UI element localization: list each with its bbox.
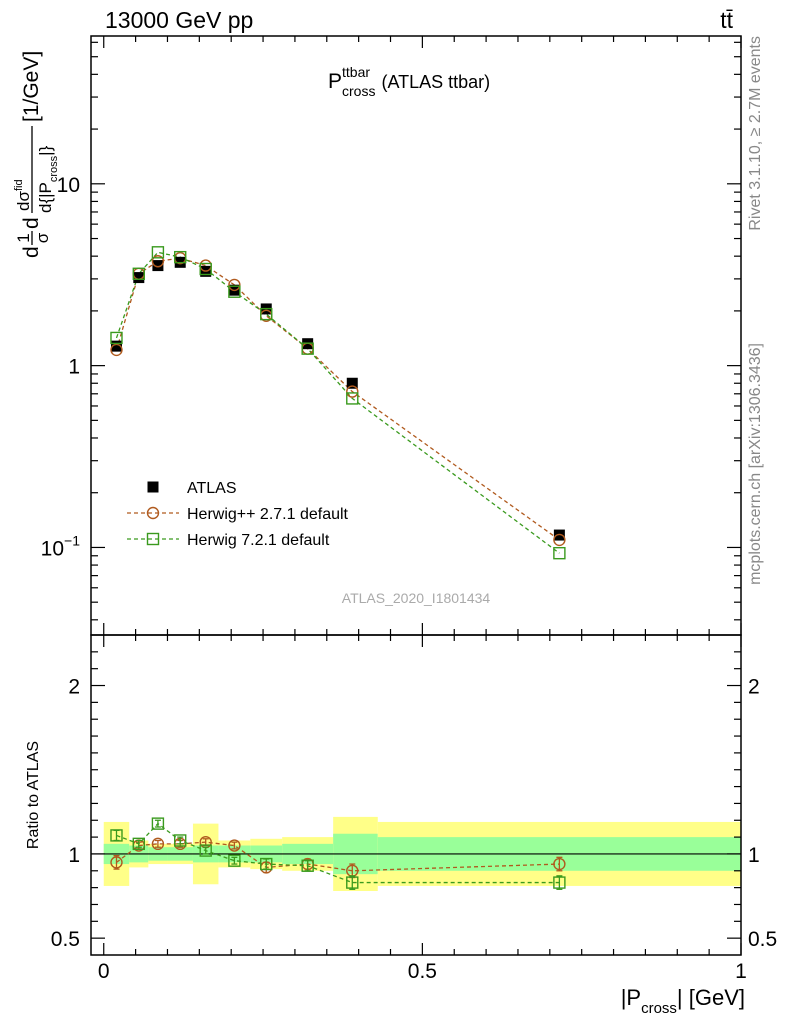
ylabel-frac2-den-sub: cross	[48, 155, 60, 182]
ratio-point-s1-5	[228, 854, 241, 867]
legend: ATLAS Herwig++ 2.7.1 default Herwig 7.2.1 …	[127, 480, 349, 549]
legend-marker-0	[147, 481, 159, 493]
point-s0-8	[346, 377, 358, 389]
point-s0-0	[110, 340, 122, 352]
point-s2-9	[553, 546, 566, 560]
ratio-point-s1-8	[346, 876, 359, 889]
y-tick-label-top-1: 1	[68, 356, 80, 379]
point-s0-1	[133, 272, 145, 284]
ylabel-prefix: d	[20, 246, 43, 258]
ratio-y-label: Ratio to ATLAS	[25, 741, 42, 849]
ratio-point-s1-9	[553, 876, 566, 889]
ratio-point-s1-0	[110, 829, 123, 842]
ratio-point-s1-4	[199, 844, 212, 857]
rivet-label: Rivet 3.1.10, ≥ 2.7M events	[747, 36, 764, 231]
main-title: Pttbar cross (ATLAS ttbar)	[328, 64, 490, 99]
ylabel-frac2-num-main: dσ	[14, 191, 33, 211]
legend-marker-1	[146, 506, 160, 520]
point-s1-5	[228, 278, 241, 292]
xlabel-sub: cross	[641, 1000, 677, 1017]
ratio-y-tick-label-left-2: 2	[68, 676, 80, 699]
title-suffix: (ATLAS ttbar)	[381, 72, 490, 92]
y-tick-label-top-2: 10	[57, 174, 80, 197]
ratio-point-s0-0	[110, 856, 123, 869]
ratio-point-s0-8	[346, 864, 359, 877]
tick-base: 10	[41, 537, 64, 560]
series-line-1	[115, 257, 560, 541]
title-sub: cross	[342, 83, 375, 99]
point-s1-2	[151, 255, 165, 268]
point-s2-8	[346, 392, 359, 405]
ratio-panel-series	[110, 817, 566, 890]
point-s0-2	[152, 260, 164, 272]
x-tick-label-1: 0.5	[408, 960, 437, 983]
ratio-line-0	[116, 841, 560, 872]
title-sup: ttbar	[342, 64, 370, 80]
xlabel-main: |P	[621, 985, 641, 1010]
point-s2-5	[228, 285, 241, 298]
ylabel-frac2-num-sup: fid	[13, 179, 25, 191]
mcplots-label: mcplots.cern.ch [arXiv:1306.3436]	[747, 343, 764, 585]
x-tick-label-0: 0	[98, 960, 110, 983]
legend-label-0: ATLAS	[187, 480, 237, 497]
tick-exp: −1	[64, 532, 80, 548]
point-s1-0	[110, 343, 123, 357]
ylabel-frac1-den: σ	[33, 232, 52, 243]
ratio-y-tick-label-right-0: 0.5	[748, 928, 777, 951]
ylabel-frac2-num: dσfid	[13, 179, 33, 211]
legend-label-1: Herwig++ 2.7.1 default	[187, 506, 349, 523]
ylabel-frac2-den-end: |}	[36, 145, 55, 155]
ratio-point-s1-3	[174, 834, 187, 847]
ylabel-unit: [1/GeV]	[20, 51, 43, 122]
ratio-point-s0-5	[228, 839, 241, 852]
ratio-point-s0-2	[151, 837, 165, 851]
ratio-line-1	[116, 822, 560, 884]
ratio-point-s1-7	[301, 859, 314, 872]
legend-marker-2	[146, 532, 160, 546]
point-s2-1	[132, 267, 145, 280]
ratio-y-tick-label-right-1: 1	[748, 844, 760, 867]
ylabel-frac2-den-main: d{|P	[36, 182, 55, 213]
point-s1-9	[553, 533, 566, 547]
y-tick-label-top-0: 10−1	[41, 532, 81, 560]
ylabel-frac2-den: d{|Pcross|}	[36, 145, 60, 213]
ratio-y-tick-label-right-2: 2	[748, 676, 760, 699]
point-s2-0	[110, 331, 123, 345]
header-left: 13000 GeV pp	[105, 7, 253, 33]
ratio-y-tick-label-left-0: 0.5	[51, 928, 80, 951]
point-s2-3	[174, 250, 187, 264]
x-tick-label-2: 1	[735, 960, 747, 983]
ratio-point-s1-1	[132, 837, 145, 851]
header-right: tt̄	[720, 7, 733, 33]
ratio-panel-axes: 0.5 0.51 12 20 0.5 1	[51, 634, 777, 983]
point-s2-6	[260, 307, 273, 321]
xlabel-end: | [GeV]	[677, 985, 745, 1010]
y-axis-label-top: d 1 σ d dσfid d{|Pcross|} [1/GeV]	[13, 51, 60, 258]
ylabel-mid: d	[20, 217, 43, 229]
ratio-frame	[90, 634, 742, 956]
ratio-point-s0-9	[553, 857, 566, 871]
ratio-y-tick-label-left-1: 1	[68, 844, 80, 867]
title-main: P	[328, 70, 342, 93]
point-s2-2	[151, 246, 165, 259]
series-line-2	[115, 251, 560, 554]
point-s2-4	[199, 262, 212, 276]
ratio-point-s1-2	[151, 817, 165, 830]
legend-label-2: Herwig 7.2.1 default	[187, 532, 330, 549]
point-s2-7	[301, 342, 314, 355]
point-s1-8	[346, 385, 359, 398]
analysis-watermark: ATLAS_2020_I1801434	[342, 590, 491, 606]
x-axis-label: |Pcross| [GeV]	[621, 985, 745, 1017]
ylabel-frac1-num: 1	[14, 233, 33, 242]
ratio-point-s1-6	[260, 857, 273, 871]
top-panel-series	[110, 246, 566, 560]
